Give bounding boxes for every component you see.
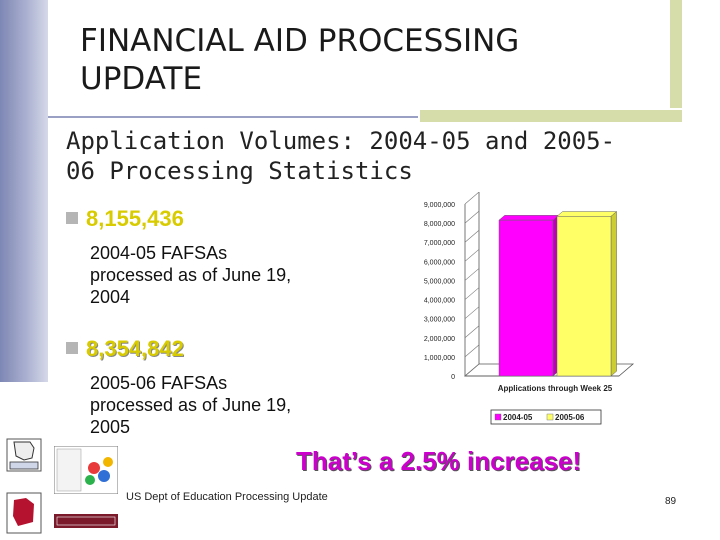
title-rule [48, 116, 418, 118]
y-tick-label: 2,000,000 [424, 336, 455, 343]
y-tick-label: 1,000,000 [424, 355, 455, 362]
bar-top-2004-05 [498, 215, 560, 221]
state-map-logo-icon [6, 492, 42, 534]
y-tick-mark [464, 249, 480, 262]
applications-bar-chart: 0 1,000,000 2,000,000 3,000,000 4,000,000 5,0… [424, 192, 635, 425]
bullet-2005-line3: 2005 [90, 417, 131, 437]
legend-swatch-2005-06 [546, 413, 554, 421]
program-logo-icon [54, 446, 118, 494]
increase-highlight: That’s a 2.5% increase! [296, 446, 582, 476]
page-number: 89 [665, 496, 677, 507]
page-subtitle-line1: Application Volumes: 2004-05 and 2005- [66, 127, 616, 155]
y-tick-label: 6,000,000 [424, 259, 455, 266]
bullet-2004-value: 8,155,436 [66, 206, 184, 232]
bullet-2004-line1: 2004-05 FAFSAs [90, 243, 228, 263]
bar-top-2005-06 [556, 211, 618, 217]
y-tick-mark [464, 344, 480, 358]
y-tick-label: 8,000,000 [424, 221, 455, 228]
y-tick-mark [464, 287, 480, 300]
page-title-line1: FINANCIAL AID PROCESSING [80, 23, 520, 59]
y-tick-mark [464, 268, 480, 281]
legend-label-2004-05: 2004-05 [503, 413, 533, 422]
bullet-2004-description: 2004-05 FAFSAs processed as of June 19, … [90, 242, 360, 308]
bullet-2005-line1: 2005-06 FAFSAs [90, 373, 228, 393]
y-tick-label: 0 [451, 374, 455, 381]
page-subtitle-line2: 06 Processing Statistics [66, 157, 413, 185]
accent-horizontal-bar [420, 110, 682, 122]
left-accent-bar [0, 0, 48, 382]
wasfaa-logo-icon [6, 438, 42, 472]
y-tick-mark [464, 192, 480, 205]
page-title-line2: UPDATE [80, 61, 203, 97]
bullet-2005-line2: processed as of June 19, [90, 395, 292, 415]
footer-text: US Dept of Education Processing Update [126, 491, 328, 503]
bullet-2005-value-text: 8,354,842 [86, 336, 184, 361]
y-tick-mark [464, 363, 480, 377]
bullet-square-icon [66, 212, 78, 224]
bullet-2005-description: 2005-06 FAFSAs processed as of June 19, … [90, 372, 360, 438]
bullet-2004-value-text: 8,155,436 [86, 206, 184, 231]
accent-vertical-bar [670, 0, 682, 108]
page-subtitle: Application Volumes: 2004-05 and 2005- 0… [66, 126, 706, 186]
page-title: FINANCIAL AID PROCESSING UPDATE [80, 22, 519, 98]
bar-2004-05 [498, 219, 554, 377]
y-tick-mark [464, 306, 480, 319]
y-tick-label: 3,000,000 [424, 317, 455, 324]
y-tick-mark [464, 325, 480, 339]
x-axis-label: Applications through Week 25 [498, 384, 613, 393]
organization-banner-logo-icon [54, 514, 118, 528]
y-tick-label: 7,000,000 [424, 240, 455, 247]
bullet-square-icon [66, 342, 78, 354]
chart-legend [490, 409, 602, 425]
y-tick-mark [464, 210, 480, 224]
y-tick-label: 4,000,000 [424, 298, 455, 305]
y-tick-label: 9,000,000 [424, 202, 455, 209]
bullet-2004-line2: processed as of June 19, [90, 265, 292, 285]
y-tick-mark [464, 229, 480, 243]
bar-side-2005-06 [610, 210, 617, 377]
y-tick-label: 5,000,000 [424, 278, 455, 285]
bullet-2004-line3: 2004 [90, 287, 131, 307]
bar-2005-06 [556, 216, 612, 377]
bullet-2005-value: 8,354,842 [66, 336, 184, 362]
legend-label-2005-06: 2005-06 [555, 413, 585, 422]
legend-swatch-2004-05 [494, 413, 502, 421]
